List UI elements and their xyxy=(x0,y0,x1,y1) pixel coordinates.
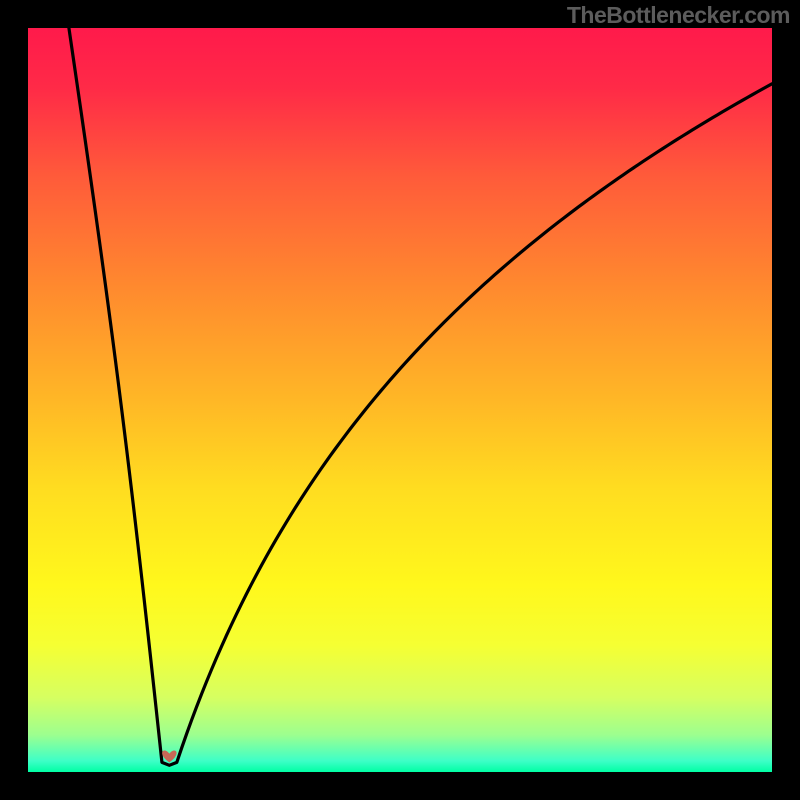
chart-svg xyxy=(28,28,772,772)
attribution-text: TheBottlenecker.com xyxy=(567,2,790,29)
gradient-background xyxy=(28,28,772,772)
plot-area xyxy=(28,28,772,772)
chart-container: TheBottlenecker.com xyxy=(0,0,800,800)
